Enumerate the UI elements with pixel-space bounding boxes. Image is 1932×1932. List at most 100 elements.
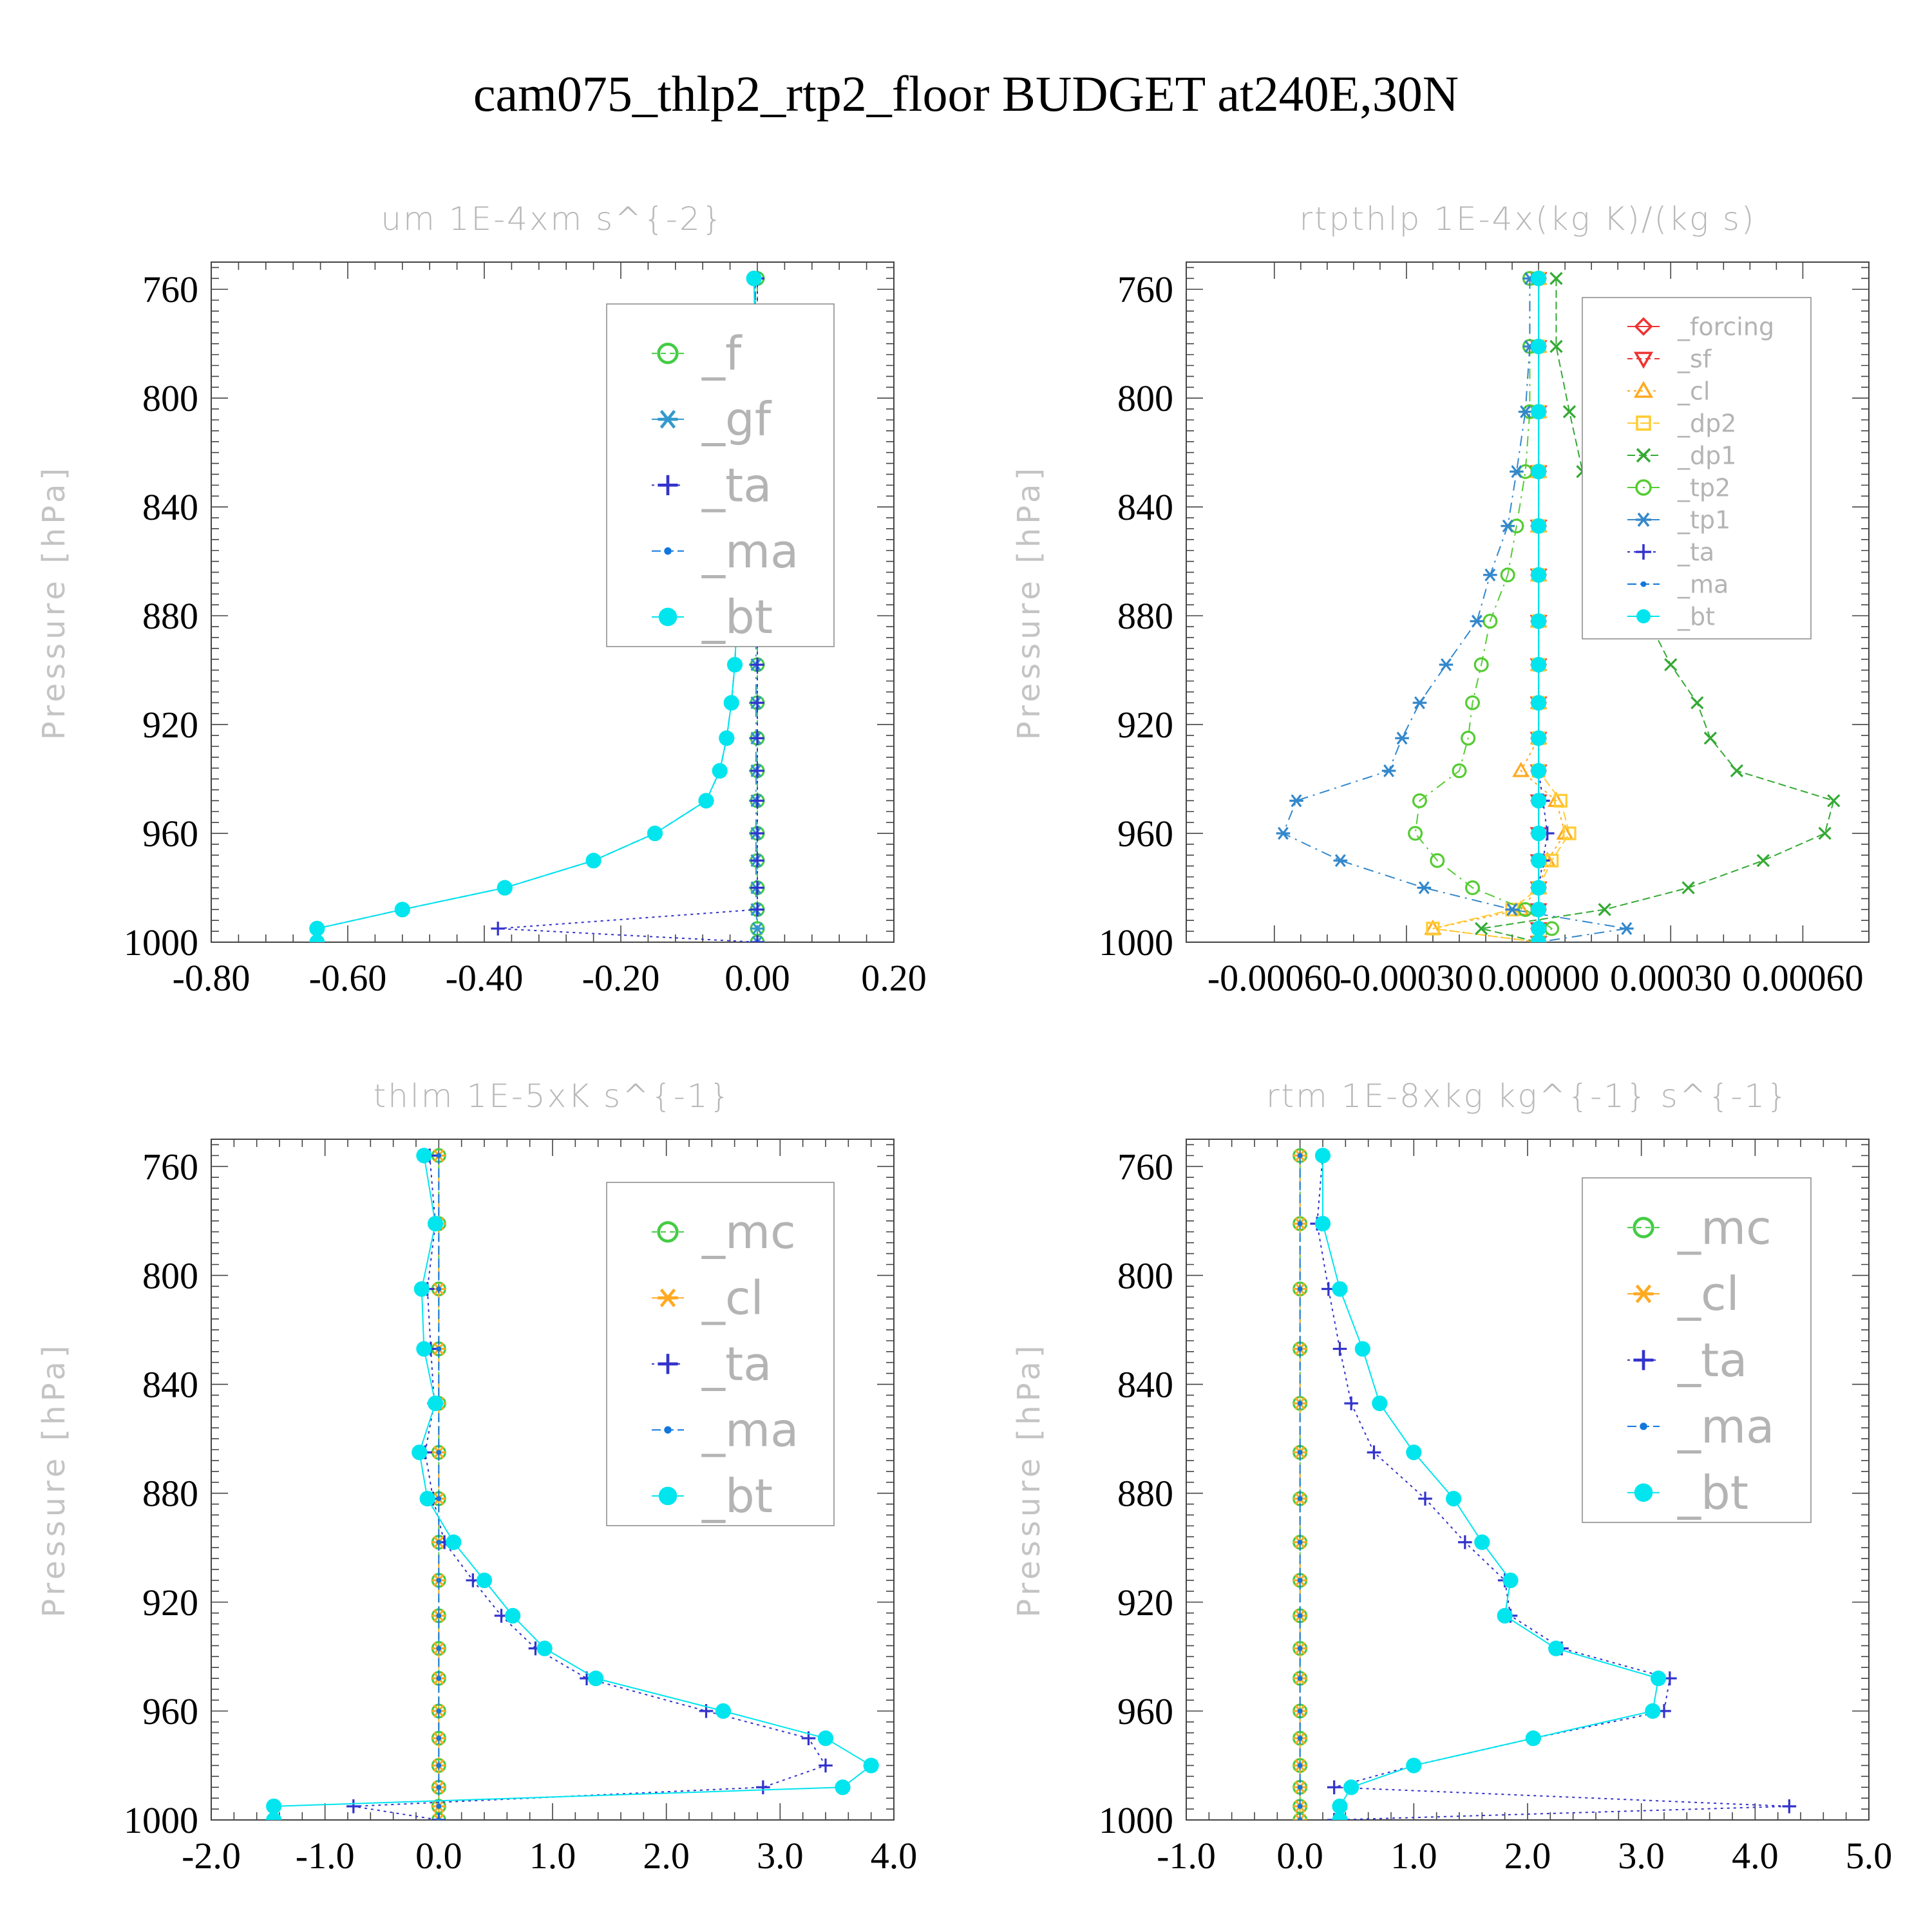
- series-layer: [1293, 1148, 1797, 1820]
- legend-marker: [658, 607, 677, 627]
- legend-item-cl: _cl: [1627, 1267, 1739, 1321]
- plot-frame: [1186, 261, 1870, 943]
- y-tick-label: 880: [142, 1473, 198, 1515]
- data-point-ma: [1297, 1221, 1303, 1227]
- legend: _mc _cl _ta _ma _bt: [606, 1182, 835, 1526]
- legend-label: _ta: [701, 459, 772, 513]
- data-point-tp1: [1620, 922, 1634, 935]
- legend: _mc _cl _ta _ma _bt: [1582, 1177, 1812, 1523]
- panel-title: rtpthlp 1E-4x(kg K)/(kg s): [1300, 200, 1756, 238]
- legend-label: _gf: [701, 392, 772, 446]
- data-point-ma: [1297, 1803, 1303, 1809]
- series-bt: [1314, 1148, 1667, 1820]
- y-axis-label: Pressure [hPa]: [36, 1341, 72, 1617]
- data-point-dp1: [1549, 272, 1563, 285]
- data-point-tp2: [1461, 730, 1476, 746]
- data-point-bt: [1354, 1341, 1370, 1357]
- data-point-bt: [719, 730, 735, 746]
- series-line-ta: [1538, 278, 1548, 942]
- data-point-bt: [394, 902, 410, 918]
- series-ma: [1297, 1153, 1303, 1820]
- data-point-ta: [750, 793, 764, 808]
- legend-label: _cl: [1677, 377, 1710, 405]
- x-tick-label: -0.00030: [1340, 957, 1473, 999]
- data-point-bt: [1530, 464, 1547, 480]
- series-bt: [266, 1148, 879, 1820]
- legend-label: _ta: [1677, 538, 1714, 566]
- series-ta: [1531, 271, 1555, 942]
- series-line-ta: [1316, 1155, 1790, 1820]
- legend-item-tp2: _tp2: [1627, 473, 1730, 502]
- y-tick-label: 800: [142, 1255, 198, 1296]
- legend-item-dp1: _dp1: [1627, 441, 1736, 469]
- data-point-tp1: [1501, 519, 1515, 533]
- legend-label: _tp2: [1677, 473, 1730, 502]
- data-point-ta: [750, 731, 764, 745]
- data-point-bt: [1530, 613, 1547, 629]
- data-point-ma: [436, 1450, 442, 1455]
- series-layer: [1276, 269, 1841, 942]
- data-point-bt: [1530, 695, 1547, 711]
- y-tick-label: 760: [1117, 269, 1173, 310]
- x-tick-label: 3.0: [1618, 1835, 1665, 1877]
- series-line-tp2: [1414, 278, 1553, 942]
- y-tick-label: 840: [1117, 1364, 1173, 1406]
- legend-label: _bt: [1677, 602, 1715, 630]
- data-point-ta: [1344, 1396, 1358, 1410]
- x-tick-label: -0.00060: [1208, 957, 1341, 999]
- y-axis-label: Pressure [hPa]: [36, 464, 72, 740]
- legend-item-cl: _cl: [1627, 377, 1710, 405]
- data-point-tp1: [1417, 881, 1432, 895]
- y-tick-label: 880: [1117, 595, 1173, 637]
- data-point-tp1: [1518, 405, 1533, 419]
- legend-marker: [1633, 352, 1654, 369]
- x-tick-label: -0.80: [173, 957, 251, 999]
- panel-title: rtm 1E-8xkg kg^{-1} s^{-1}: [1266, 1077, 1789, 1115]
- data-point-bt: [476, 1572, 493, 1589]
- series-line-dp2: [1432, 278, 1571, 942]
- y-ticks: [211, 1144, 894, 1821]
- y-tick-label: 1000: [124, 1799, 198, 1841]
- data-point-ta: [1332, 1341, 1347, 1356]
- legend-marker: [1636, 512, 1651, 527]
- data-point-bt: [835, 1779, 851, 1795]
- data-point-ma: [436, 1153, 442, 1159]
- series-line-bt: [1322, 1155, 1660, 1820]
- legend-label: _bt: [701, 590, 773, 644]
- legend-marker: [658, 410, 678, 429]
- legend-label: _sf: [1677, 345, 1712, 373]
- data-point-ma: [436, 1676, 442, 1681]
- data-point-bt: [1530, 853, 1547, 869]
- legend-marker: [1633, 381, 1654, 398]
- data-point-bt: [1651, 1671, 1667, 1687]
- panel-title: thlm 1E-5xK s^{-1}: [374, 1077, 732, 1115]
- series-line-tp1: [1282, 278, 1627, 942]
- x-tick-label: -0.40: [446, 957, 524, 999]
- legend-item-sf: _sf: [1627, 345, 1712, 373]
- y-tick-label: 840: [142, 1364, 198, 1406]
- series-line-ta: [353, 1155, 827, 1820]
- x-tick-label: 4.0: [1732, 1835, 1779, 1877]
- data-point-ta: [1782, 1799, 1797, 1814]
- data-point-bt: [1314, 1148, 1331, 1164]
- data-point-ma: [1297, 1613, 1303, 1618]
- legend-marker: [658, 1486, 677, 1506]
- data-point-ma: [436, 1803, 442, 1809]
- data-point-bt: [1530, 404, 1547, 420]
- data-point-bt: [536, 1640, 553, 1656]
- series-bt: [1530, 270, 1547, 942]
- data-point-tp2: [1464, 880, 1481, 896]
- y-tick-label: 840: [1117, 486, 1173, 528]
- data-point-bt: [1332, 1812, 1348, 1820]
- data-point-ma: [436, 1286, 442, 1292]
- series-line-cl: [1432, 278, 1566, 942]
- legend-marker: [658, 475, 678, 495]
- y-tick-label: 920: [1117, 704, 1173, 746]
- data-point-ta: [750, 935, 764, 942]
- data-point-dp1: [1664, 658, 1678, 672]
- legend-label: _f: [701, 327, 743, 381]
- legend-label: _cl: [701, 1271, 764, 1325]
- y-tick-label: 960: [142, 813, 198, 855]
- data-point-tp1: [1381, 764, 1396, 777]
